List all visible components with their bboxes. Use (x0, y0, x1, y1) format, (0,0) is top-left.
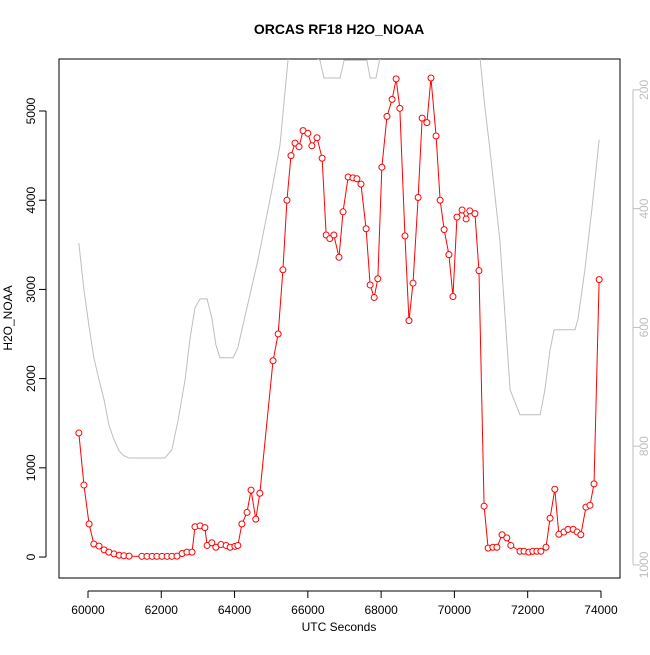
data-point (440, 226, 448, 234)
y-tick-label: 1000 (24, 454, 38, 481)
data-point (409, 279, 417, 287)
data-point (546, 514, 554, 522)
series-line (78, 59, 600, 459)
data-point (370, 293, 378, 301)
data-point (330, 231, 338, 239)
x-tick-label: 74000 (584, 603, 618, 617)
plot-area (75, 59, 603, 560)
data-point (201, 524, 209, 532)
y-tick-label: 3000 (24, 276, 38, 303)
data-point (75, 429, 83, 437)
data-point (458, 206, 466, 214)
data-point (388, 95, 396, 103)
x-tick-label: 64000 (218, 603, 252, 617)
data-point (418, 114, 426, 122)
data-point (542, 543, 550, 551)
y-tick-label: 4000 (24, 187, 38, 214)
y-tick-label: 0 (24, 553, 38, 560)
data-point (493, 543, 501, 551)
chart-title: ORCAS RF18 H2O_NOAA (254, 21, 424, 37)
data-point (125, 552, 133, 560)
data-point (449, 293, 457, 301)
data-point (85, 520, 93, 528)
data-point (396, 104, 404, 112)
data-point (432, 132, 440, 140)
plot-frame (58, 58, 621, 579)
data-point (366, 281, 374, 289)
y2-tick-label: 600 (637, 317, 650, 337)
data-point (188, 548, 196, 556)
x-tick-label: 60000 (71, 603, 105, 617)
data-point (287, 152, 295, 160)
data-point (247, 486, 255, 494)
data-point (238, 520, 246, 528)
data-point (318, 154, 326, 162)
data-point (353, 175, 361, 183)
data-point (436, 196, 444, 204)
data-point (313, 134, 321, 142)
data-point (507, 541, 515, 549)
data-point (392, 75, 400, 83)
data-point (586, 501, 594, 509)
data-point (445, 251, 453, 259)
y-tick-label: 2000 (24, 365, 38, 392)
data-point (577, 531, 585, 539)
data-point (357, 180, 365, 188)
data-point (383, 112, 391, 120)
data-point (362, 225, 370, 233)
x-tick-label: 70000 (438, 603, 472, 617)
data-point (252, 515, 260, 523)
data-point (590, 480, 598, 488)
data-point (551, 485, 559, 493)
y2-tick-label: 800 (637, 436, 650, 456)
data-point (274, 330, 282, 338)
data-point (498, 531, 506, 539)
y2-tick-label: 400 (637, 198, 650, 218)
data-point (339, 208, 347, 216)
y-tick-label: 5000 (24, 97, 38, 124)
data-point (374, 275, 382, 283)
data-point (80, 481, 88, 489)
data-point (405, 317, 413, 325)
data-point (304, 129, 312, 137)
data-point (279, 266, 287, 274)
data-point (308, 142, 316, 150)
data-point (471, 210, 479, 218)
data-point (480, 502, 488, 510)
data-point (427, 74, 435, 82)
data-point (475, 267, 483, 275)
data-point (269, 357, 277, 365)
data-point (423, 119, 431, 127)
data-point (453, 213, 461, 221)
data-point (208, 539, 216, 547)
x-axis-label: UTC Seconds (302, 620, 377, 634)
data-point (503, 534, 511, 542)
x-tick-label: 68000 (364, 603, 398, 617)
data-point (462, 215, 470, 223)
data-point (537, 547, 545, 555)
y2-tick-label: 200 (637, 80, 650, 100)
data-point (335, 253, 343, 261)
data-point (95, 542, 103, 550)
data-point (243, 508, 251, 516)
data-point (256, 489, 264, 497)
data-point (378, 163, 386, 171)
data-point (401, 232, 409, 240)
y2-tick-label: 1000 (637, 551, 650, 578)
x-tick-label: 66000 (291, 603, 325, 617)
data-point (234, 541, 242, 549)
data-point (414, 194, 422, 202)
x-tick-label: 72000 (511, 603, 545, 617)
x-tick-label: 62000 (145, 603, 179, 617)
data-point (295, 143, 303, 151)
data-point (283, 196, 291, 204)
y-axis-label: H2O_NOAA (1, 285, 15, 350)
data-point (595, 276, 603, 284)
